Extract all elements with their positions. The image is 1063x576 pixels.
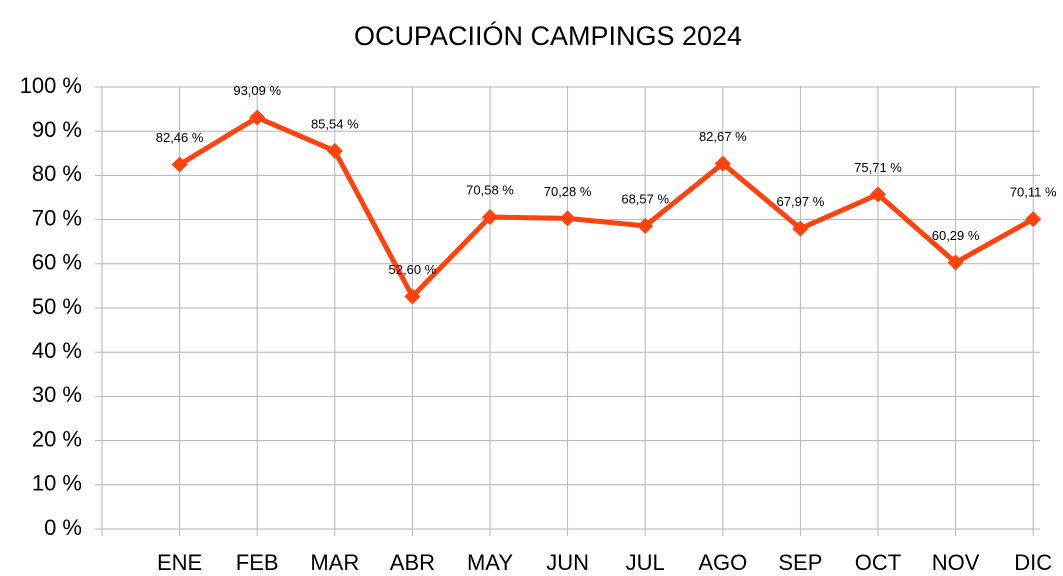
data-label: 82,67 % — [699, 129, 747, 144]
marker — [482, 209, 498, 226]
data-label: 93,09 % — [233, 83, 281, 98]
data-label: 70,28 % — [544, 184, 592, 199]
marker — [326, 142, 343, 159]
y-tick-label: 60 % — [32, 250, 82, 275]
y-tick-label: 40 % — [32, 338, 82, 363]
y-tick-label: 50 % — [32, 294, 82, 319]
y-tick-label: 10 % — [32, 471, 82, 496]
data-label: 70,11 % — [1010, 185, 1057, 200]
data-label: 67,97 % — [777, 194, 825, 209]
x-tick-label: AGO — [698, 550, 747, 575]
y-tick-label: 30 % — [32, 382, 82, 407]
y-tick-label: 80 % — [32, 161, 82, 186]
chart-title: OCUPACIIÓN CAMPINGS 2024 — [354, 20, 742, 51]
marker — [637, 217, 654, 234]
x-tick-label: MAY — [467, 550, 513, 575]
data-label: 52,60 % — [389, 262, 437, 277]
marker — [171, 156, 188, 173]
marker — [249, 109, 266, 126]
y-tick-label: 100 % — [20, 73, 82, 98]
x-tick-label: ENE — [157, 550, 202, 575]
data-label: 60,29 % — [932, 228, 980, 243]
y-tick-label: 0 % — [44, 515, 82, 540]
x-tick-label: JUN — [546, 550, 589, 575]
data-label: 75,71 % — [854, 160, 902, 175]
marker — [792, 220, 809, 237]
x-tick-label: MAR — [310, 550, 359, 575]
data-label: 70,58 % — [466, 182, 514, 197]
y-tick-label: 20 % — [32, 426, 82, 451]
x-tick-label: NOV — [932, 550, 980, 575]
y-tick-label: 90 % — [32, 117, 82, 142]
x-tick-label: FEB — [236, 550, 279, 575]
marker — [870, 186, 886, 203]
x-tick-label: JUL — [626, 550, 665, 575]
marker — [714, 155, 731, 172]
x-tick-label: SEP — [778, 550, 822, 575]
marker — [404, 288, 421, 305]
x-tick-label: ABR — [390, 550, 435, 575]
x-tick-label: DIC — [1014, 550, 1052, 575]
y-tick-label: 70 % — [32, 205, 82, 230]
line — [178, 115, 1035, 300]
x-tick-label: OCT — [855, 550, 901, 575]
data-label: 68,57 % — [621, 191, 669, 206]
marker — [947, 254, 964, 271]
marker — [559, 210, 576, 227]
data-label: 82,46 % — [156, 130, 204, 145]
marker — [1025, 211, 1042, 228]
data-label: 85,54 % — [311, 116, 359, 131]
